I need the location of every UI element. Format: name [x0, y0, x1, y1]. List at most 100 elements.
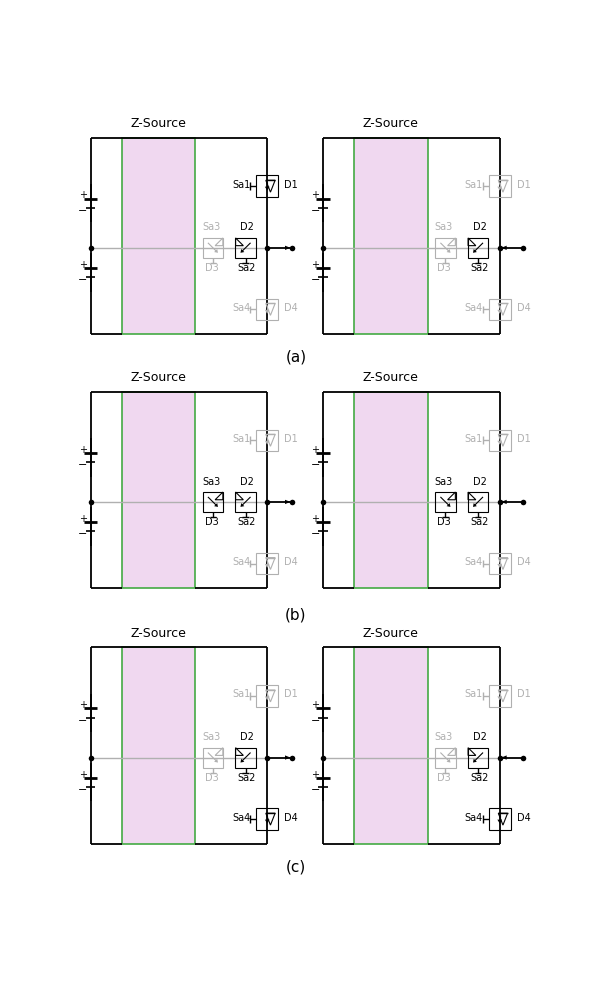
Polygon shape — [285, 246, 290, 250]
Bar — [354, 138, 428, 334]
Polygon shape — [265, 696, 269, 700]
Text: −: − — [311, 206, 320, 216]
Text: +: + — [311, 700, 319, 710]
Bar — [468, 748, 488, 768]
Text: −: − — [78, 460, 88, 470]
Text: −: − — [78, 529, 88, 539]
Polygon shape — [285, 500, 290, 504]
Bar — [121, 647, 195, 844]
Text: D2: D2 — [240, 732, 254, 742]
Polygon shape — [473, 249, 477, 253]
Text: Sa1: Sa1 — [464, 689, 482, 699]
Text: Sa3: Sa3 — [435, 732, 453, 742]
Text: −: − — [78, 785, 88, 795]
Bar — [436, 748, 455, 768]
Bar — [235, 748, 256, 768]
Text: Sa2: Sa2 — [238, 263, 256, 273]
Text: Z-Source: Z-Source — [363, 627, 419, 640]
Text: D4: D4 — [284, 557, 298, 567]
Bar — [203, 238, 223, 258]
Text: D4: D4 — [284, 813, 298, 823]
Polygon shape — [265, 441, 269, 445]
Polygon shape — [446, 249, 451, 253]
Text: +: + — [79, 770, 87, 780]
Text: +: + — [79, 700, 87, 710]
Text: +: + — [311, 445, 319, 455]
Text: −: − — [311, 716, 320, 726]
Bar — [489, 430, 511, 451]
Text: D4: D4 — [517, 303, 530, 313]
Bar — [256, 175, 278, 197]
Text: Z-Source: Z-Source — [363, 371, 419, 384]
Polygon shape — [265, 820, 269, 823]
Bar — [354, 392, 428, 588]
Polygon shape — [497, 564, 502, 568]
Text: −: − — [311, 460, 320, 470]
Bar — [489, 685, 511, 707]
Bar — [436, 492, 455, 512]
Text: D2: D2 — [473, 222, 487, 232]
Text: Sa4: Sa4 — [464, 557, 482, 567]
Text: Z-Source: Z-Source — [130, 371, 186, 384]
Polygon shape — [501, 500, 506, 504]
Text: D2: D2 — [240, 222, 254, 232]
Text: −: − — [311, 529, 320, 539]
Text: Sa1: Sa1 — [464, 434, 482, 444]
Text: D3: D3 — [205, 263, 218, 273]
Text: +: + — [79, 260, 87, 270]
Text: D1: D1 — [284, 180, 298, 190]
Text: Z-Source: Z-Source — [130, 117, 186, 130]
Text: +: + — [79, 514, 87, 524]
Text: D3: D3 — [205, 517, 218, 527]
Text: D2: D2 — [473, 732, 487, 742]
Text: −: − — [311, 785, 320, 795]
Text: Sa3: Sa3 — [202, 477, 221, 487]
Text: D4: D4 — [284, 303, 298, 313]
Polygon shape — [241, 759, 244, 763]
Text: D1: D1 — [517, 180, 530, 190]
Polygon shape — [265, 564, 269, 568]
Polygon shape — [497, 187, 502, 191]
Text: +: + — [79, 445, 87, 455]
Bar — [235, 492, 256, 512]
Polygon shape — [446, 759, 451, 763]
Polygon shape — [446, 503, 451, 507]
Polygon shape — [265, 187, 269, 191]
Text: (c): (c) — [286, 859, 306, 874]
Text: Sa4: Sa4 — [232, 557, 250, 567]
Text: Sa2: Sa2 — [238, 773, 256, 783]
Bar — [203, 492, 223, 512]
Polygon shape — [241, 249, 244, 253]
Bar — [256, 430, 278, 451]
Text: Sa3: Sa3 — [202, 732, 221, 742]
Text: +: + — [311, 190, 319, 200]
Text: Sa3: Sa3 — [202, 222, 221, 232]
Text: D1: D1 — [284, 434, 298, 444]
Polygon shape — [473, 503, 477, 507]
Text: Sa4: Sa4 — [464, 303, 482, 313]
Text: +: + — [311, 770, 319, 780]
Polygon shape — [497, 310, 502, 314]
Text: Sa3: Sa3 — [435, 222, 453, 232]
Text: +: + — [79, 190, 87, 200]
Polygon shape — [241, 503, 244, 507]
Text: Sa2: Sa2 — [238, 517, 256, 527]
Polygon shape — [501, 755, 506, 760]
Text: Sa1: Sa1 — [464, 180, 482, 190]
Text: −: − — [78, 206, 88, 216]
Text: Sa4: Sa4 — [232, 303, 250, 313]
Bar — [256, 808, 278, 830]
Text: D1: D1 — [517, 434, 530, 444]
Text: +: + — [311, 514, 319, 524]
Bar — [489, 175, 511, 197]
Bar — [468, 238, 488, 258]
Bar — [256, 299, 278, 320]
Text: D4: D4 — [517, 813, 530, 823]
Text: D1: D1 — [517, 689, 530, 699]
Polygon shape — [285, 755, 290, 760]
Polygon shape — [497, 696, 502, 700]
Text: (b): (b) — [285, 608, 307, 623]
Text: Sa3: Sa3 — [435, 477, 453, 487]
Bar — [203, 748, 223, 768]
Text: D2: D2 — [240, 477, 254, 487]
